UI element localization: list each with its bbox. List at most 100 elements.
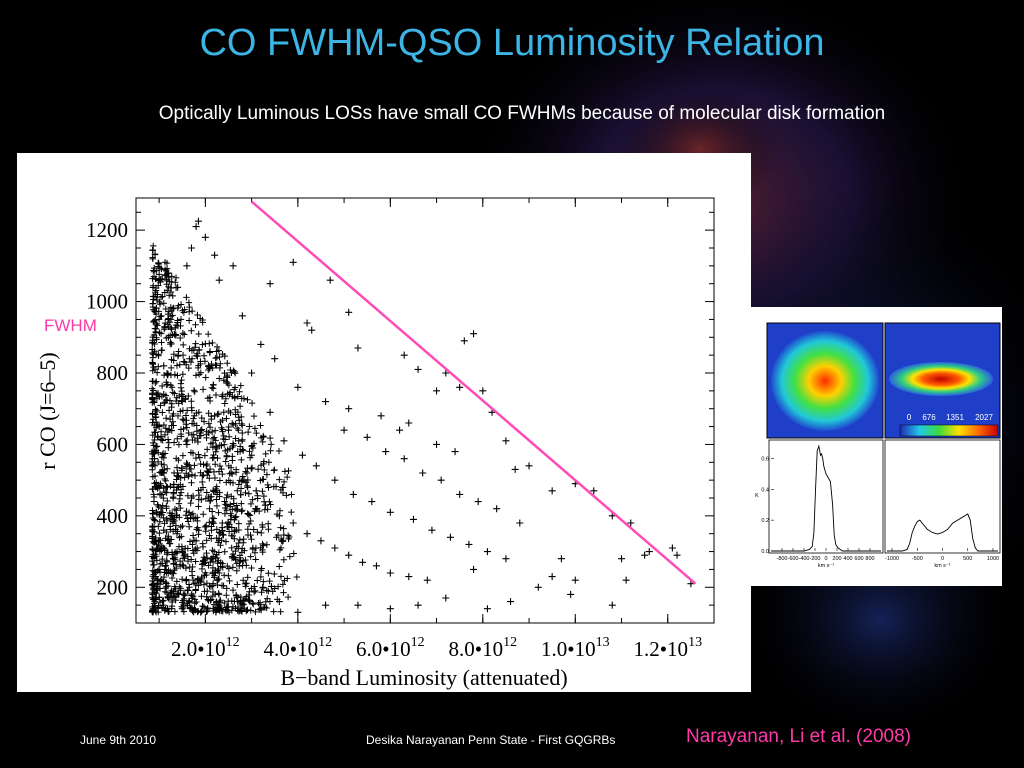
data-point (203, 571, 210, 579)
data-point (219, 527, 226, 535)
data-point (149, 608, 156, 616)
data-point (312, 462, 320, 470)
data-point (493, 505, 501, 513)
data-point (286, 553, 294, 560)
data-point (247, 517, 254, 525)
data-point (152, 414, 159, 421)
data-point (246, 454, 254, 461)
data-point (212, 485, 219, 493)
data-point (225, 528, 233, 535)
data-point (150, 282, 157, 289)
data-point (216, 375, 223, 382)
footer-date: June 9th 2010 (80, 733, 157, 747)
data-point (210, 454, 218, 461)
spectrum-line (887, 513, 998, 552)
data-point (502, 555, 510, 563)
data-point (386, 569, 394, 577)
data-point (627, 519, 635, 527)
data-point (219, 391, 226, 399)
data-point (229, 564, 237, 571)
data-point (188, 407, 196, 414)
data-point (236, 388, 243, 395)
data-point (200, 560, 208, 567)
data-point (172, 331, 179, 338)
data-point (240, 557, 247, 565)
data-point (511, 465, 519, 473)
data-point (409, 515, 417, 523)
data-point (185, 364, 192, 372)
data-point (167, 482, 174, 490)
data-point (507, 598, 515, 606)
data-point (222, 501, 229, 508)
data-point (254, 577, 261, 584)
data-point (548, 487, 556, 495)
data-point (405, 573, 413, 581)
data-point (280, 525, 287, 532)
data-point (223, 415, 230, 422)
data-point (248, 536, 255, 543)
data-point (159, 597, 166, 605)
data-point (236, 536, 244, 544)
y-tick-label: 1000 (86, 290, 128, 314)
data-point (196, 578, 204, 586)
data-point (240, 447, 247, 454)
data-point (283, 473, 291, 481)
data-point (174, 352, 182, 360)
data-point (198, 426, 206, 433)
data-point (259, 583, 266, 591)
data-point (203, 467, 211, 475)
data-point (259, 488, 266, 495)
data-point (345, 405, 353, 413)
data-point (359, 558, 367, 566)
data-point (170, 555, 177, 562)
data-point (163, 557, 170, 564)
data-point (251, 425, 259, 432)
data-point (238, 500, 245, 507)
data-point (162, 579, 169, 586)
data-point (525, 462, 533, 470)
data-point (223, 479, 230, 486)
data-point (184, 586, 191, 594)
data-point (190, 580, 198, 587)
data-point (194, 311, 201, 319)
data-point (152, 534, 160, 542)
data-point (225, 518, 232, 526)
data-point (189, 492, 197, 500)
data-point (234, 408, 242, 416)
data-point (185, 581, 193, 588)
data-point (308, 326, 316, 334)
data-point (264, 595, 271, 602)
data-point (280, 478, 288, 486)
data-point (170, 481, 177, 488)
data-point (191, 472, 199, 479)
data-point (264, 481, 271, 489)
data-point (225, 565, 233, 572)
data-point (195, 371, 203, 378)
fwhm-label: FWHM (44, 316, 97, 335)
data-point (203, 428, 210, 435)
data-point (271, 466, 278, 474)
data-point (164, 484, 171, 491)
data-point (437, 476, 445, 484)
data-point (227, 469, 235, 477)
data-point (223, 585, 230, 592)
colorbar-tick-label: 676 (922, 413, 936, 422)
data-point (162, 305, 169, 313)
data-point (193, 514, 201, 521)
data-point (219, 470, 226, 478)
data-point (159, 604, 166, 611)
data-point (161, 325, 168, 333)
data-point (195, 487, 202, 494)
spectrum-x-tick-label: 200 (832, 556, 841, 562)
data-point (548, 573, 556, 581)
data-point (243, 562, 250, 569)
data-point (237, 597, 244, 604)
data-point (173, 362, 181, 369)
data-point (210, 381, 217, 389)
data-point (151, 325, 159, 332)
data-point (222, 538, 230, 545)
data-point (265, 520, 272, 528)
data-point (622, 576, 630, 584)
spectrum-x-label: km s⁻¹ (818, 563, 835, 569)
data-point (156, 511, 163, 518)
